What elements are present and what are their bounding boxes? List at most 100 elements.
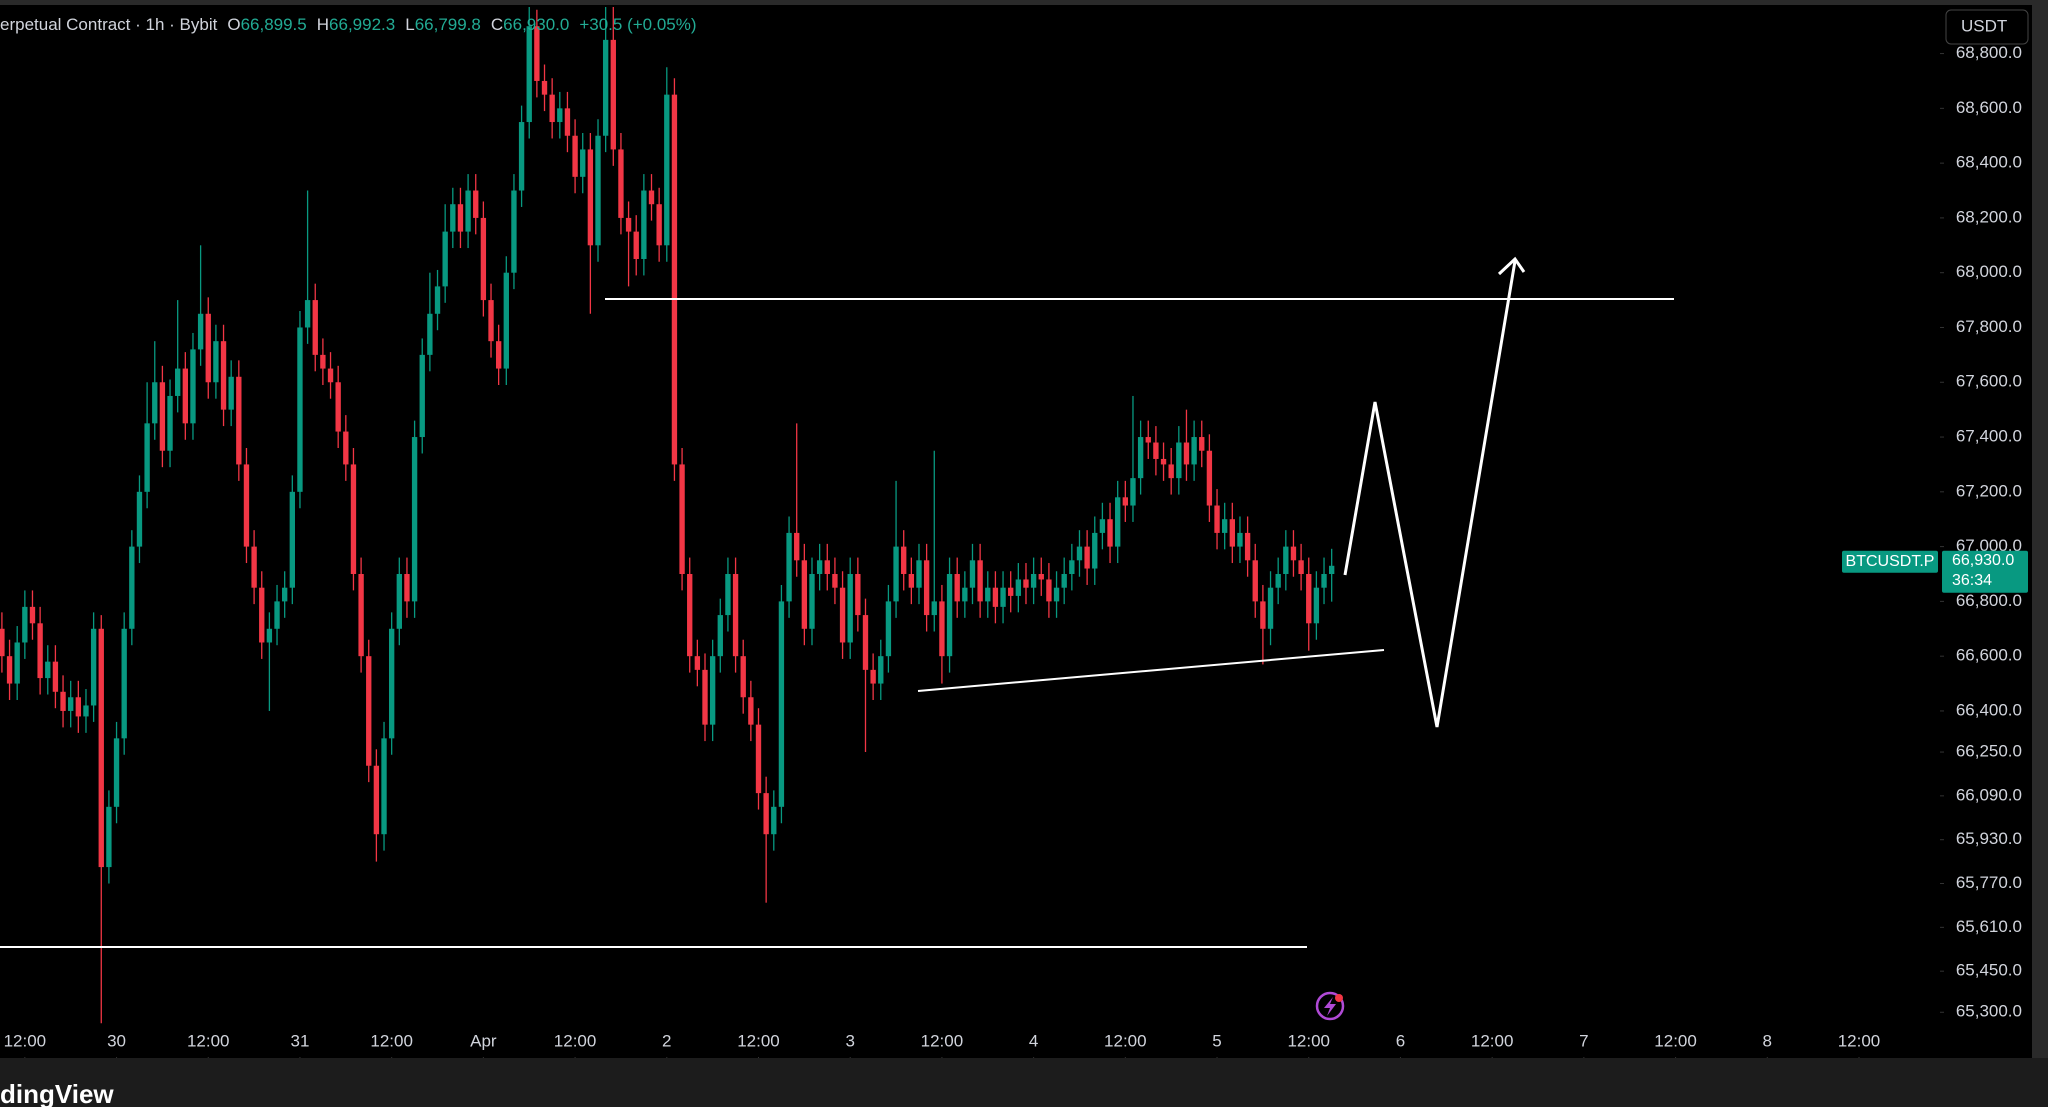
candle-body [885,601,892,657]
candle-body [549,94,555,123]
candle-body [534,26,540,81]
y-tick-label: 65,300.0 [1956,1002,2022,1021]
candle-body [236,376,242,465]
alert-bolt[interactable] [1324,997,1336,1016]
y-tick-label: 67,000.0 [1956,536,2022,555]
candle-body [175,368,181,396]
candle-body [740,656,746,698]
candle-body [427,313,433,355]
candle-body [350,464,357,574]
last-price-box [1942,550,2028,593]
candle-body [1000,587,1006,607]
candle-body [1229,519,1235,547]
candle-body [197,313,204,350]
candle-body [557,108,563,123]
candle-body [442,231,448,287]
candle-body [1153,442,1159,459]
x-tick-label: 12:00 [1838,1031,1881,1050]
x-tick-label: Apr [470,1031,497,1050]
y-tick-label: 67,800.0 [1956,317,2022,336]
candle-body [763,793,769,835]
candle-body [1306,573,1312,624]
x-tick-label: 12:00 [737,1031,780,1050]
h-value: 66,992.3 [329,15,395,34]
candle-body [213,341,219,383]
x-tick-label: 8 [1763,1031,1772,1050]
candle-body [1313,587,1320,624]
candle-body [992,587,999,607]
x-tick-label: 30 [107,1031,126,1050]
x-tick-label: 6 [1396,1031,1405,1050]
candle-body [1069,560,1075,574]
y-tick-label: 68,400.0 [1956,153,2022,172]
candle-body [1176,442,1182,479]
x-tick-label: 12:00 [4,1031,47,1050]
candle-body [220,341,227,410]
candle-body [0,628,5,657]
candle-body [411,437,418,602]
candle-body [771,806,777,835]
candle-body [480,217,487,301]
l-value: 66,799.8 [415,15,481,34]
candle-body [52,661,59,692]
candle-body [931,601,937,616]
x-tick-label: 12:00 [921,1031,964,1050]
currency-button-box[interactable] [1945,9,2029,45]
candle-body [404,573,410,602]
drawings [0,256,1674,948]
candle-body [29,606,36,624]
candle-body [136,491,143,547]
candle-body [60,691,66,711]
x-tick-label: 12:00 [187,1031,230,1050]
candle-body [518,122,525,191]
symbol: erpetual Contract · 1h · Bybit [0,15,218,34]
y-tick-label: 65,610.0 [1956,917,2022,936]
candle-body [977,560,983,602]
candle-body [671,94,678,465]
candle-body [587,149,594,246]
last-price: 66,930.0 [1952,552,2014,569]
symbol-tag: BTCUSDT.P [1846,553,1935,570]
candle-body [259,587,265,643]
candle-body [717,615,723,657]
alert-icon[interactable] [1315,991,1345,1021]
currency-button-label[interactable]: USDT [1961,16,2007,35]
y-tick-label: 67,600.0 [1956,372,2022,391]
symbol-tag-box [1842,550,1938,573]
candle-body [725,573,731,616]
x-tick-label: 12:00 [1654,1031,1697,1050]
h-label: H [317,15,329,34]
candle-body [602,39,609,136]
candle-body [68,697,74,711]
candle-body [1290,546,1297,561]
candle-body [152,382,158,424]
x-tick-label: 7 [1579,1031,1588,1050]
y-tick-label: 66,090.0 [1956,785,2022,804]
candle-body [633,231,639,259]
candle-body [121,628,127,739]
y-tick-label: 65,450.0 [1956,961,2022,980]
candle-body [1099,519,1106,533]
x-tick-label: 12:00 [1287,1031,1330,1050]
candle-body [473,190,479,218]
price-tag: BTCUSDT.P 66,930.0 36:34 [1842,550,2028,593]
candle-body [1115,497,1121,547]
right-strip [2032,0,2048,1107]
countdown: 36:34 [1952,572,1992,589]
candle-body [113,738,120,807]
alert-dot[interactable] [1335,994,1343,1002]
candle-body [1191,437,1197,465]
candle-body [1244,532,1251,561]
alert-circle[interactable] [1315,991,1345,1021]
currency-button[interactable]: USDT [1945,9,2029,45]
candle-body [778,601,785,807]
candle-body [205,313,211,383]
candle-body [282,587,288,602]
candle-body [1122,497,1129,506]
candle-body [901,546,907,574]
candle-body [495,341,502,369]
y-tick-label: 67,200.0 [1956,481,2022,500]
candle-body [985,587,991,602]
